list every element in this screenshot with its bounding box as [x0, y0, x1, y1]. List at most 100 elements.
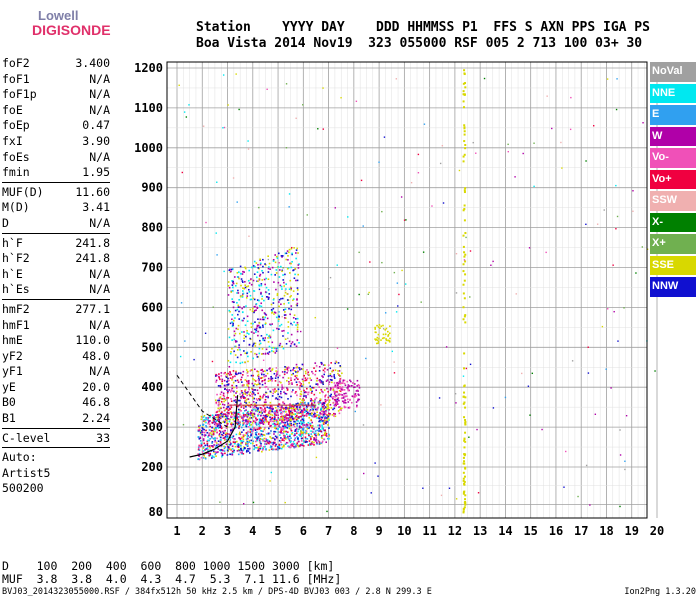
echo-point	[306, 214, 308, 216]
echo-point	[287, 337, 289, 340]
echo-point	[311, 386, 313, 389]
echo-point	[271, 310, 273, 312]
echo-point	[261, 373, 263, 376]
echo-point	[263, 418, 266, 421]
echo-point	[200, 442, 203, 445]
echo-point	[274, 388, 276, 390]
echo-point	[226, 406, 229, 408]
echo-point	[266, 439, 269, 441]
echo-point	[338, 399, 340, 402]
echo-point	[462, 245, 465, 248]
echo-point	[266, 440, 268, 442]
echo-point	[259, 438, 262, 440]
echo-point	[261, 396, 264, 398]
echo-point	[241, 396, 244, 399]
echo-point	[281, 418, 284, 420]
x-tick-label: 19	[625, 524, 639, 538]
param-label: C-level	[2, 430, 51, 445]
echo-point	[290, 407, 293, 409]
echo-point	[275, 288, 277, 291]
echo-point	[282, 407, 284, 409]
echo-point	[255, 309, 257, 311]
echo-point	[277, 393, 279, 396]
echo-point	[322, 406, 324, 408]
echo-point	[303, 409, 306, 411]
echo-point	[259, 435, 262, 437]
echo-point	[295, 430, 298, 432]
echo-point	[234, 332, 237, 335]
echo-point	[284, 416, 287, 418]
echo-point	[331, 396, 333, 399]
echo-point	[213, 423, 216, 426]
echo-point	[231, 416, 233, 418]
echo-point	[326, 419, 329, 421]
echo-point	[220, 427, 223, 430]
echo-point	[275, 375, 277, 377]
echo-point	[347, 384, 350, 386]
echo-point	[211, 441, 214, 443]
echo-point	[356, 385, 359, 387]
echo-point	[208, 445, 211, 447]
echo-point	[295, 391, 297, 393]
echo-point	[462, 510, 465, 513]
echo-point	[346, 387, 349, 389]
echo-point	[215, 232, 217, 234]
echo-point	[282, 426, 284, 429]
echo-point	[334, 403, 337, 406]
echo-point	[235, 373, 237, 375]
echo-point	[259, 259, 262, 261]
echo-point	[464, 232, 467, 235]
muf-row: MUF 3.8 3.8 4.0 4.3 4.7 5.3 7.1 11.6 [MH…	[2, 572, 342, 586]
echo-point	[271, 414, 274, 416]
echo-point	[238, 310, 240, 313]
echo-point	[260, 283, 263, 285]
echo-point	[308, 410, 311, 412]
echo-point	[229, 322, 232, 325]
echo-point	[277, 388, 280, 391]
echo-point	[241, 374, 244, 376]
echo-point	[267, 411, 270, 414]
echo-point	[272, 437, 274, 439]
echo-point	[237, 445, 240, 447]
x-tick-label: 12	[448, 524, 462, 538]
echo-point	[223, 439, 226, 441]
echo-point	[332, 386, 334, 389]
echo-point	[257, 375, 260, 378]
echo-point	[255, 303, 258, 305]
echo-point	[297, 440, 300, 443]
echo-point	[226, 424, 228, 427]
echo-point	[281, 429, 284, 431]
echo-point	[242, 429, 245, 431]
echo-point	[313, 393, 316, 396]
echo-point	[274, 427, 276, 429]
echo-point	[307, 373, 309, 375]
echo-point	[261, 422, 263, 424]
echo-point	[258, 275, 261, 277]
echo-point	[232, 282, 235, 285]
echo-point	[270, 378, 273, 381]
echo-point	[304, 437, 307, 440]
echo-point	[293, 434, 296, 437]
echo-point	[293, 445, 295, 448]
echo-point	[224, 375, 227, 378]
echo-point	[226, 445, 229, 448]
echo-point	[223, 404, 226, 406]
echo-point	[294, 273, 296, 276]
param-value: 241.8	[75, 251, 110, 266]
echo-point	[222, 392, 225, 395]
echo-point	[280, 416, 282, 418]
echo-point	[299, 406, 302, 408]
echo-point	[284, 501, 286, 504]
echo-point	[254, 421, 257, 424]
echo-point	[239, 395, 242, 398]
echo-point	[235, 340, 238, 343]
echo-point	[302, 401, 304, 404]
echo-point	[356, 404, 358, 407]
echo-point	[311, 421, 313, 424]
echo-point	[395, 78, 398, 80]
echo-point	[313, 432, 316, 435]
echo-point	[209, 425, 211, 428]
echo-point	[334, 207, 336, 209]
echo-point	[571, 360, 574, 362]
echo-point	[384, 329, 387, 331]
